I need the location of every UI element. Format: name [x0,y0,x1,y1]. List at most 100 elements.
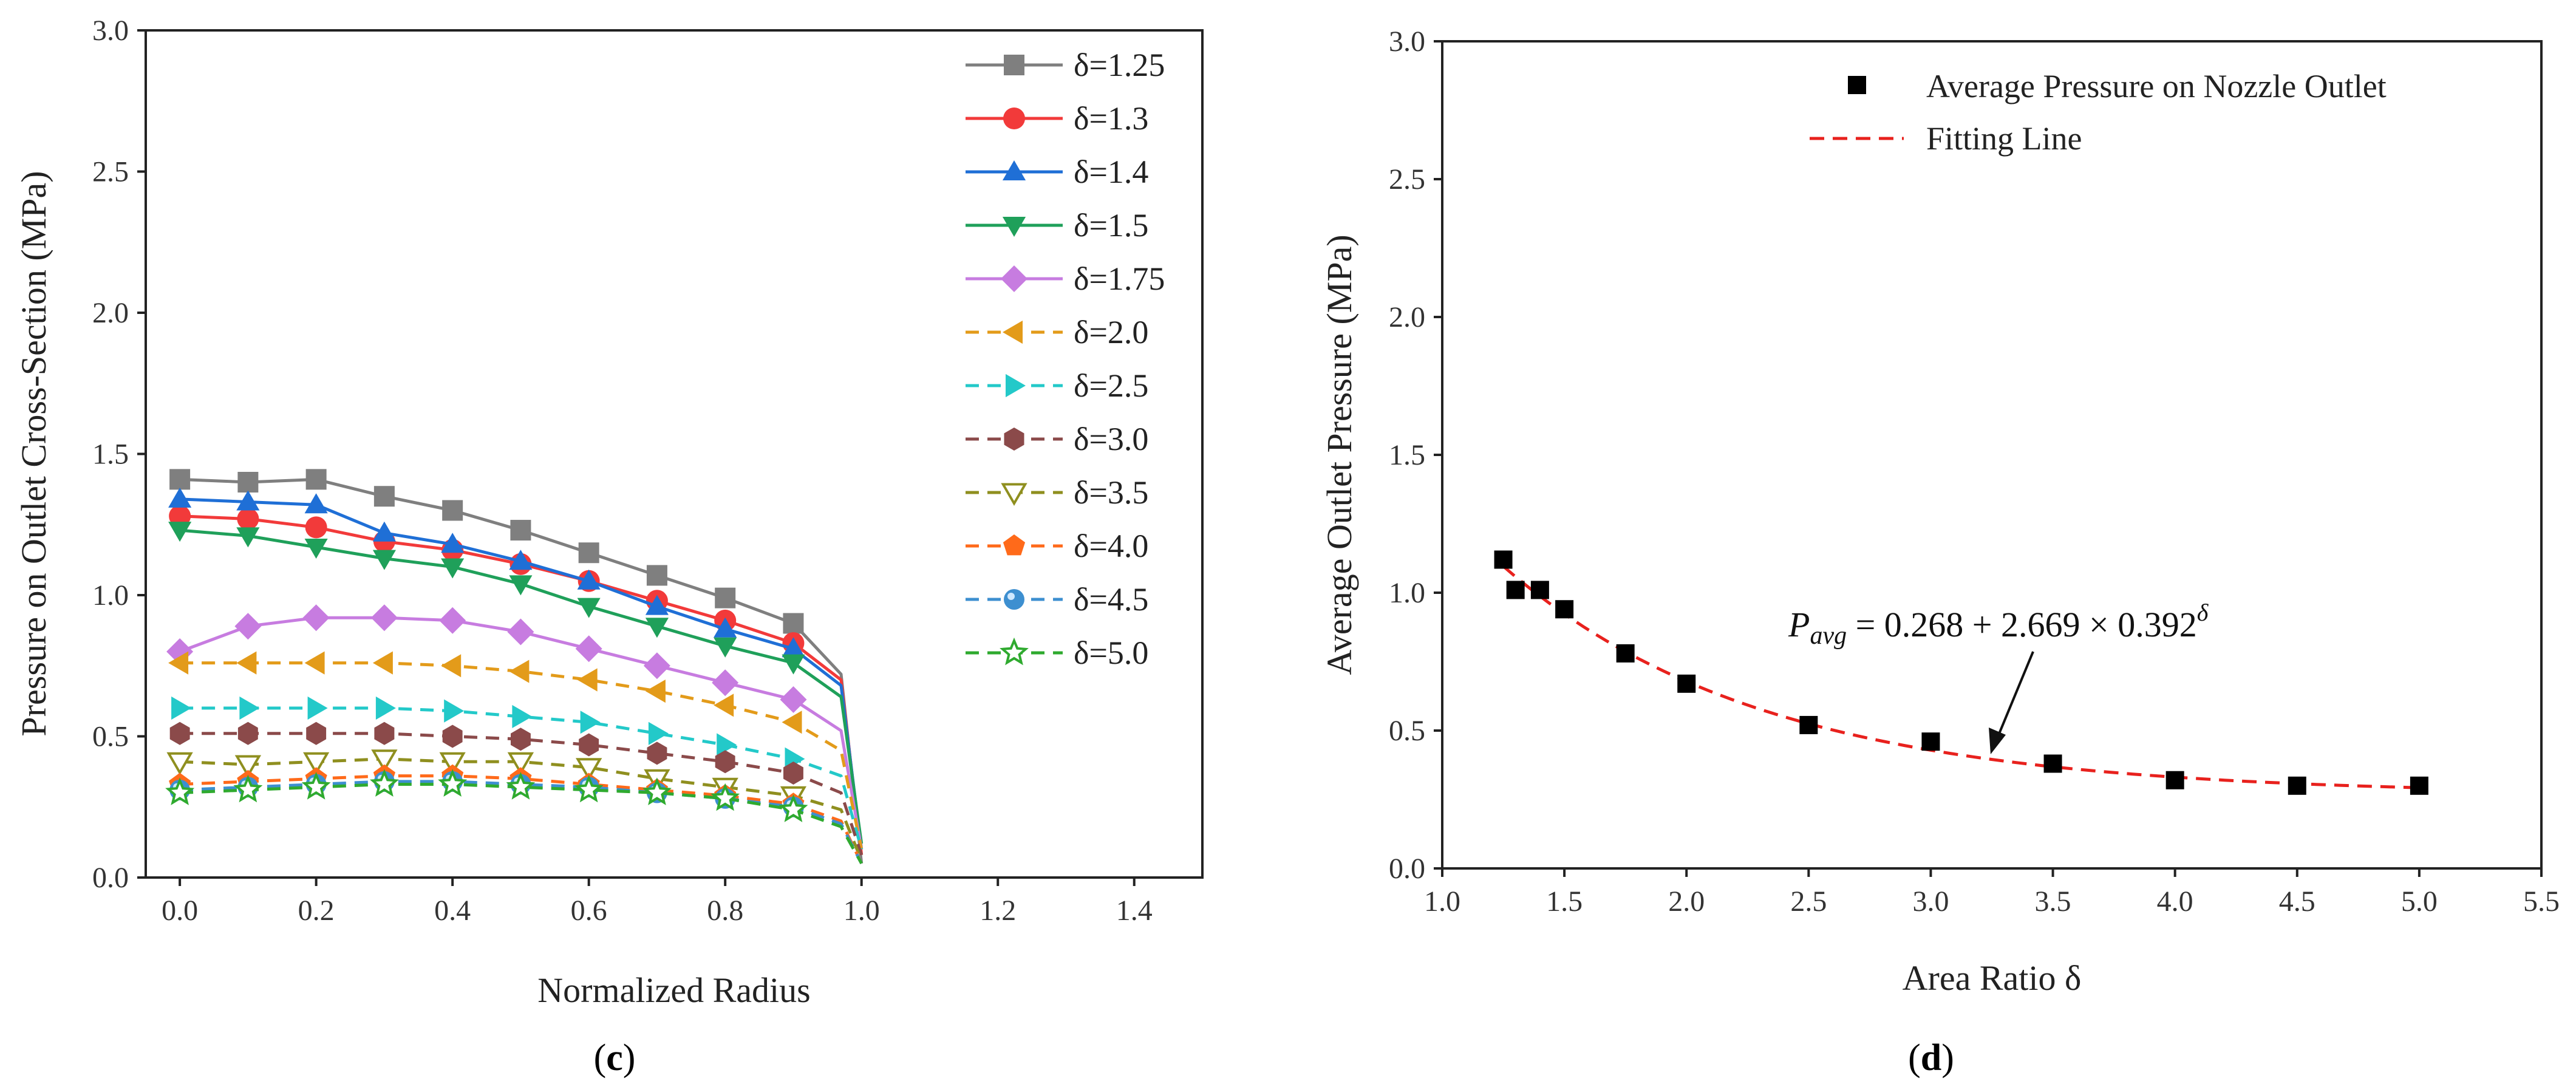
panel-c-data-point [780,686,807,713]
panel-c-data-point [509,575,533,596]
panel-c-x-tick-label: 0.6 [571,895,607,927]
panel-c-data-point [165,777,195,805]
panel-c-data-point [169,469,191,490]
panel-c-data-point [305,516,327,539]
panel-c-data-point [642,777,672,805]
data-point [1506,581,1525,599]
panel-d-y-tick-label: 2.0 [1389,301,1425,333]
panel-c-data-point [374,721,395,745]
panel-c-data-point [578,542,599,564]
panel-c-data-point [648,721,669,745]
panel-c-plot-frame [145,29,1204,879]
annotation-arrow-shaft [1997,651,2034,737]
data-point [1921,732,1940,751]
panel-c-y-tick-label: 2.5 [92,156,129,188]
panel-c-data-point [714,694,734,717]
panel-c-series [166,604,864,850]
fit-line [1502,565,2419,789]
panel-c-y-tick-label: 0.5 [92,721,129,753]
panel-c-data-point [511,728,531,751]
panel-c-data-point [579,733,599,757]
panel-c-data-point [779,794,808,822]
panel-c-data-point [304,651,325,675]
panel-c-data-point [375,696,396,720]
panel-c-legend-marker-highlight [1007,593,1015,600]
data-point [1677,674,1696,693]
panel-c-data-point [441,533,465,553]
panel-c-legend-label: δ=1.5 [1074,207,1148,244]
panel-c-data-point [783,613,804,634]
panel-c-data-point [168,651,189,675]
panel-c-data-point [306,721,327,745]
panel-c-series [165,769,863,865]
panel-c-data-point [715,587,736,608]
panel-c-x-tick-label: 0.2 [298,895,335,927]
panel-c-legend: δ=1.25 δ=1.3 δ=1.4 δ=1.5 δ=1.75 δ=2.0 δ=2.5 δ=3… [966,47,1165,671]
legend-marker-points [1848,76,1866,94]
panel-c-legend-label: δ=2.5 [1074,367,1148,404]
fit-equation-annotation: Pavg = 0.268 + 2.669 × 0.392δ [1788,599,2209,754]
panel-c-legend-label: δ=4.5 [1074,581,1148,618]
panel-c-x-tick-label: 1.2 [980,895,1016,927]
fit-equation: Pavg = 0.268 + 2.669 × 0.392δ [1788,599,2209,650]
panel-c-legend-label: δ=1.75 [1074,261,1165,297]
panel-c-data-point [234,755,262,778]
panel-c-x-tick-label: 1.0 [843,895,880,927]
panel-c-series-line [180,706,864,850]
panel-c-data-point [717,733,737,757]
panel-c-data-point [512,704,533,728]
panel-c-data-point [507,752,534,776]
panel-d-x-tick-label: 3.5 [2035,885,2071,918]
panel-d-x-tick-label: 4.5 [2279,885,2315,918]
panel-c-data-point [645,680,666,703]
panel-d-x-tick-label: 3.0 [1912,885,1949,918]
data-point [1555,600,1574,619]
panel-c-series [168,651,864,850]
panel-c-x-axis-title: Normalized Radius [537,970,810,1010]
data-point [2410,776,2428,795]
panel-c-series [169,721,864,856]
data-point [1799,715,1818,734]
panel-d-y-tick-label: 0.0 [1389,853,1425,885]
panel-c-data-point [576,758,602,781]
data-point [1494,550,1513,569]
panel-c-legend-label: δ=5.0 [1074,635,1148,671]
panel-c-data-point [236,651,257,675]
panel-c-data-point [507,618,534,646]
panel-d-x-tick-label: 2.0 [1668,885,1705,918]
panel-d-y-tick-label: 3.0 [1389,26,1425,58]
panel-c-data-point [237,508,259,530]
panel-c-chart: δ=1.25 δ=1.3 δ=1.4 δ=1.5 δ=1.75 δ=2.0 δ=2.5 δ=3… [14,15,1204,1079]
panel-c-legend-label: δ=3.5 [1074,474,1148,511]
data-point [2288,776,2306,795]
panel-c-data-point [782,654,805,675]
panel-c-data-point [575,635,602,663]
panel-c-legend-marker [1003,534,1026,556]
panel-c-data-point [439,607,466,634]
panel-c-data-point [237,472,259,493]
panel-c-data-point [509,550,533,570]
panel-c-series [168,522,864,844]
panel-d-caption: (d) [1908,1037,1954,1079]
panel-c-x-tick-label: 0.0 [162,895,198,927]
panel-c-data-point [714,637,737,658]
panel-d-x-tick-label: 1.0 [1424,885,1460,918]
panel-c-data-point [577,668,598,692]
annotation-arrow-head [1989,728,2006,754]
panel-d-x-tick-label: 2.5 [1790,885,1827,918]
panel-c-legend-marker [1001,265,1027,292]
panel-c-data-point [369,769,399,797]
panel-c-data-point [168,487,192,508]
panel-d-x-tick-label: 1.5 [1546,885,1583,918]
panel-c-data-point [577,598,601,618]
panel-c-series-line [180,661,864,850]
panel-d-y-axis-title: Average Outlet Pressure (MPa) [1320,234,1359,675]
panel-c-data-point [643,652,670,680]
panel-c-data-point [715,750,735,774]
panel-c-data-point [441,558,465,579]
panel-c-data-point [233,774,263,803]
panel-c-data-point [372,521,396,542]
panel-c-y-tick-label: 1.5 [92,438,129,471]
panel-c-data-point [580,711,601,734]
panel-c-data-point [782,711,802,734]
